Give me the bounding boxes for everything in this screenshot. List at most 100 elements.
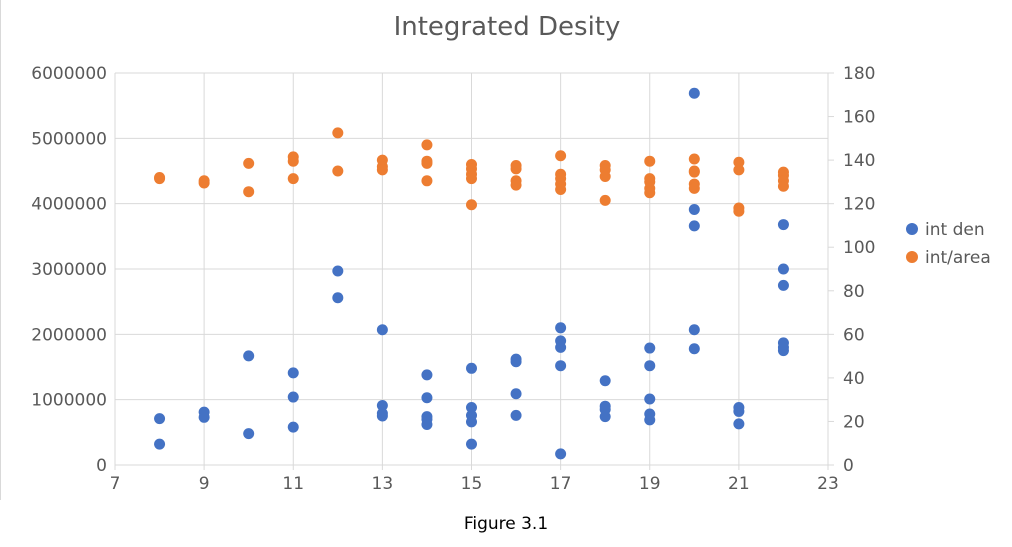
data-point xyxy=(421,369,433,381)
data-point xyxy=(376,410,388,422)
y2-tick-label: 0 xyxy=(843,456,854,476)
x-tick-label: 19 xyxy=(639,474,661,494)
data-point xyxy=(243,350,255,362)
data-point xyxy=(599,170,611,182)
data-point xyxy=(644,393,656,405)
data-point xyxy=(555,322,567,334)
y2-tick-label: 180 xyxy=(843,64,875,84)
data-point xyxy=(510,356,522,368)
data-point xyxy=(777,263,789,275)
data-point xyxy=(599,411,611,423)
y-tick-label: 0 xyxy=(96,456,107,476)
legend: int den int/area xyxy=(906,220,991,268)
data-point xyxy=(777,279,789,291)
data-point xyxy=(510,163,522,175)
x-tick-label: 7 xyxy=(110,474,121,494)
data-point xyxy=(644,187,656,199)
x-tick-label: 13 xyxy=(372,474,394,494)
y-tick-label: 4000000 xyxy=(31,195,107,215)
data-point xyxy=(510,179,522,191)
y2-tick-label: 80 xyxy=(843,282,865,302)
y2-tick-label: 20 xyxy=(843,412,865,432)
chart-title: Integrated Desity xyxy=(394,12,621,42)
data-point xyxy=(688,204,700,216)
data-series xyxy=(154,87,789,460)
y2-tick-label: 140 xyxy=(843,151,875,171)
data-point xyxy=(777,180,789,192)
data-point xyxy=(644,155,656,167)
data-point xyxy=(332,292,344,304)
data-point xyxy=(733,205,745,217)
data-point xyxy=(466,402,477,414)
data-point xyxy=(644,414,656,426)
series-int-den xyxy=(154,87,789,460)
y2-tick-label: 60 xyxy=(843,325,865,345)
y-tick-label: 6000000 xyxy=(31,64,107,84)
data-point xyxy=(777,345,789,357)
y-tick-label: 3000000 xyxy=(31,260,107,280)
data-point xyxy=(688,324,700,336)
data-point xyxy=(466,416,477,428)
data-point xyxy=(599,375,611,387)
data-point xyxy=(733,164,745,176)
data-point xyxy=(644,342,656,354)
data-point xyxy=(421,392,433,404)
data-point xyxy=(555,341,567,353)
data-point xyxy=(555,184,567,196)
data-point xyxy=(332,265,344,277)
data-point xyxy=(777,219,789,231)
y2-tick-label: 100 xyxy=(843,238,875,258)
data-point xyxy=(466,362,477,374)
data-point xyxy=(555,150,567,162)
data-point xyxy=(421,175,433,187)
axes: 0 1000000 2000000 3000000 4000000 5000000 6000… xyxy=(31,64,875,494)
y2-tick-label: 40 xyxy=(843,369,865,389)
y2-tick-label: 120 xyxy=(843,195,875,215)
data-point xyxy=(198,175,210,187)
data-point xyxy=(376,400,388,412)
figure-caption: Figure 3.1 xyxy=(463,514,549,534)
data-point xyxy=(287,155,299,167)
y-tick-label: 2000000 xyxy=(31,325,107,345)
x-tick-label: 23 xyxy=(817,474,839,494)
data-point xyxy=(154,172,166,184)
series-int-area xyxy=(154,127,789,217)
data-point xyxy=(332,127,344,139)
data-point xyxy=(421,418,433,430)
data-point xyxy=(243,428,255,440)
data-point xyxy=(198,411,210,423)
x-tick-label: 21 xyxy=(728,474,750,494)
data-point xyxy=(243,157,255,169)
data-point xyxy=(688,153,700,165)
data-point xyxy=(421,139,433,151)
data-point xyxy=(287,367,299,379)
x-tick-label: 17 xyxy=(550,474,572,494)
data-point xyxy=(510,388,522,400)
x-tick-label: 11 xyxy=(282,474,304,494)
data-point xyxy=(510,409,522,421)
data-point xyxy=(599,194,611,206)
data-point xyxy=(154,438,166,450)
data-point xyxy=(154,413,166,425)
y-tick-label: 5000000 xyxy=(31,129,107,149)
data-point xyxy=(287,391,299,403)
y-tick-label: 1000000 xyxy=(31,391,107,411)
y2-tick-label: 160 xyxy=(843,108,875,128)
data-point xyxy=(733,156,745,168)
data-point xyxy=(376,324,388,336)
data-point xyxy=(733,405,745,417)
legend-marker xyxy=(906,251,918,263)
data-point xyxy=(466,438,477,450)
x-tick-label: 15 xyxy=(461,474,483,494)
legend-label: int den xyxy=(925,220,985,240)
data-point xyxy=(688,220,700,232)
chart-frame: Integrated Desity 0 1000000 2000000 3000000… xyxy=(0,0,991,500)
data-point xyxy=(466,199,477,211)
data-point xyxy=(555,448,567,460)
legend-label: int/area xyxy=(925,248,991,268)
scatter-chart: Integrated Desity 0 1000000 2000000 3000000… xyxy=(0,0,991,500)
data-point xyxy=(376,164,388,176)
data-point xyxy=(466,173,477,185)
x-tick-label: 9 xyxy=(199,474,210,494)
data-point xyxy=(688,182,700,194)
